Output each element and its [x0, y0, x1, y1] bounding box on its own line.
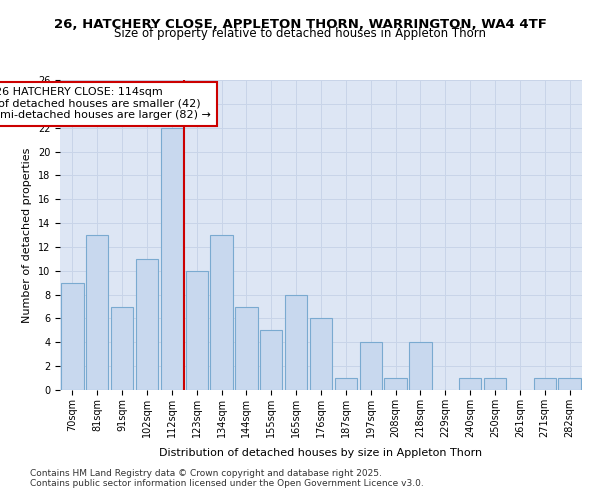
Bar — [161, 128, 183, 390]
Bar — [459, 378, 481, 390]
Bar — [385, 378, 407, 390]
Bar — [185, 271, 208, 390]
Bar — [211, 235, 233, 390]
Bar — [310, 318, 332, 390]
Bar — [559, 378, 581, 390]
Text: Contains HM Land Registry data © Crown copyright and database right 2025.: Contains HM Land Registry data © Crown c… — [30, 468, 382, 477]
Bar — [86, 235, 109, 390]
Bar — [285, 294, 307, 390]
Y-axis label: Number of detached properties: Number of detached properties — [22, 148, 32, 322]
X-axis label: Distribution of detached houses by size in Appleton Thorn: Distribution of detached houses by size … — [160, 448, 482, 458]
Text: Size of property relative to detached houses in Appleton Thorn: Size of property relative to detached ho… — [114, 28, 486, 40]
Bar — [111, 306, 133, 390]
Bar — [484, 378, 506, 390]
Text: 26, HATCHERY CLOSE, APPLETON THORN, WARRINGTON, WA4 4TF: 26, HATCHERY CLOSE, APPLETON THORN, WARR… — [53, 18, 547, 30]
Bar — [235, 306, 257, 390]
Bar — [260, 330, 283, 390]
Text: Contains public sector information licensed under the Open Government Licence v3: Contains public sector information licen… — [30, 478, 424, 488]
Bar — [409, 342, 431, 390]
Bar — [359, 342, 382, 390]
Bar — [136, 259, 158, 390]
Text: 26 HATCHERY CLOSE: 114sqm
← 34% of detached houses are smaller (42)
66% of semi-: 26 HATCHERY CLOSE: 114sqm ← 34% of detac… — [0, 87, 211, 120]
Bar — [533, 378, 556, 390]
Bar — [61, 282, 83, 390]
Bar — [335, 378, 357, 390]
